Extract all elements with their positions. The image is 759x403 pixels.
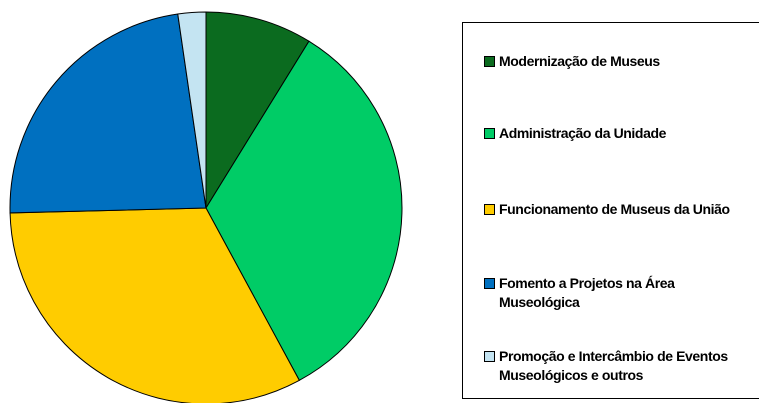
legend-swatch [484,128,495,139]
pie-slice [205,40,403,382]
legend-item: Administração da Unidade [484,124,756,143]
legend-swatch [484,351,495,362]
legend-label: Funcionamento de Museus da União [499,201,730,217]
legend-swatch [484,204,495,215]
legend-item: Modernização de Museus [484,52,756,71]
legend-item: Promoção e Intercâmbio de Eventos Museol… [484,347,756,385]
legend-frame [462,22,759,399]
pie-slice [9,207,301,403]
legend-label: Administração da Unidade [499,125,666,141]
legend-swatch [484,278,495,289]
legend-label: Fomento a Projetos na Área Museológica [499,275,675,310]
legend-label: Promoção e Intercâmbio de Eventos Museol… [499,348,728,383]
legend-label: Modernização de Museus [499,53,660,69]
legend-item: Funcionamento de Museus da União [484,200,756,219]
legend-item: Fomento a Projetos na Área Museológica [484,274,756,312]
legend-swatch [484,56,495,67]
pie-slice [9,13,207,214]
pie-slice [177,11,207,209]
pie-slice [205,11,310,210]
